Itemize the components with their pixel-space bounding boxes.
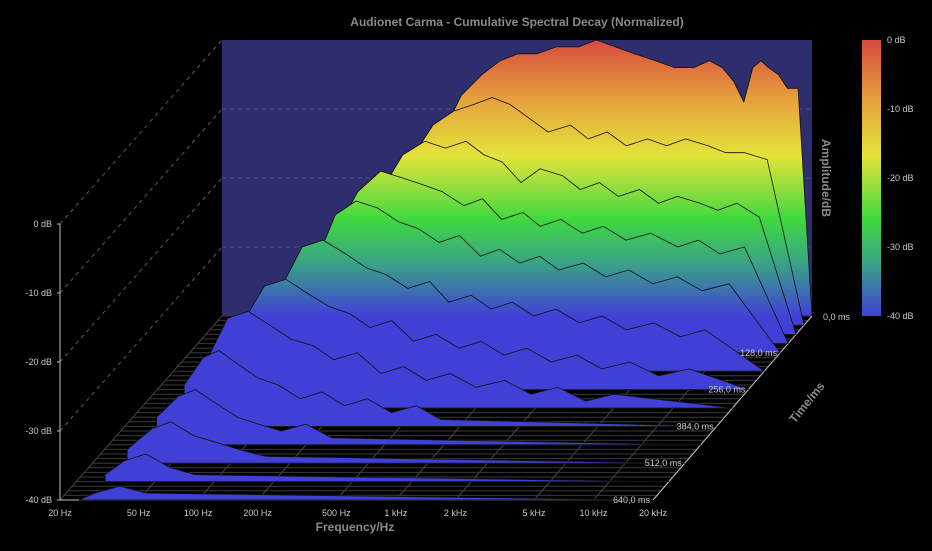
x-axis-title: Frequency/Hz <box>316 520 395 534</box>
z-tick-label: 128,0 ms <box>740 348 778 358</box>
y-ticks: 0 dB -10 dB -20 dB -30 dB -40 dB <box>25 219 60 505</box>
y-tick-label: 0 dB <box>33 219 52 229</box>
decay-slice <box>104 453 670 482</box>
z-tick-label: 0,0 ms <box>823 312 851 322</box>
x-tick-label: 20 kHz <box>639 508 668 518</box>
colorbar <box>862 40 881 316</box>
colorbar-tick-label: -10 dB <box>887 104 914 114</box>
z-axis-title: Time/ms <box>786 379 828 426</box>
decay-slices <box>78 40 812 501</box>
colorbar-tick-label: -40 dB <box>887 311 914 321</box>
x-tick-label: 100 Hz <box>184 508 213 518</box>
colorbar-tick-label: 0 dB <box>887 35 906 45</box>
decay-slice <box>78 485 654 501</box>
y-tick-label: -40 dB <box>25 495 52 505</box>
decay-slice <box>243 278 749 390</box>
decay-slice <box>183 350 717 427</box>
z-tick-label: 640,0 ms <box>613 495 651 505</box>
colorbar-tick-label: -20 dB <box>887 173 914 183</box>
x-tick-label: 10 kHz <box>579 508 608 518</box>
x-tick-label: 20 Hz <box>48 508 72 518</box>
x-tick-label: 50 Hz <box>127 508 151 518</box>
x-tick-label: 5 kHz <box>522 508 546 518</box>
y-tick-label: -10 dB <box>25 288 52 298</box>
x-tick-label: 500 Hz <box>322 508 351 518</box>
z-tick-label: 512,0 ms <box>645 458 683 468</box>
x-tick-label: 1 kHz <box>384 508 408 518</box>
decay-slice <box>156 389 702 446</box>
decay-slice <box>126 421 686 464</box>
colorbar-ticks: 0 dB -10 dB -20 dB -30 dB -40 dB <box>887 35 914 321</box>
side-wall-grid <box>59 39 223 432</box>
decay-slice <box>210 311 733 409</box>
x-tick-label: 200 Hz <box>243 508 272 518</box>
y-tick-label: -20 dB <box>25 357 52 367</box>
y-axis-title: Amplitude/dB <box>819 139 833 217</box>
z-ticks: 0,0 ms 128,0 ms 256,0 ms 384,0 ms 512,0 ms 64… <box>613 312 851 505</box>
x-ticks: 20 Hz 50 Hz 100 Hz 200 Hz 500 Hz 1 kHz 2 kHz 5 … <box>48 508 667 518</box>
z-tick-label: 256,0 ms <box>708 385 746 395</box>
x-tick-label: 2 kHz <box>444 508 468 518</box>
y-tick-label: -30 dB <box>25 426 52 436</box>
colorbar-tick-label: -30 dB <box>887 242 914 252</box>
z-tick-label: 384,0 ms <box>677 421 715 431</box>
chart-title: Audionet Carma - Cumulative Spectral Dec… <box>350 15 683 29</box>
